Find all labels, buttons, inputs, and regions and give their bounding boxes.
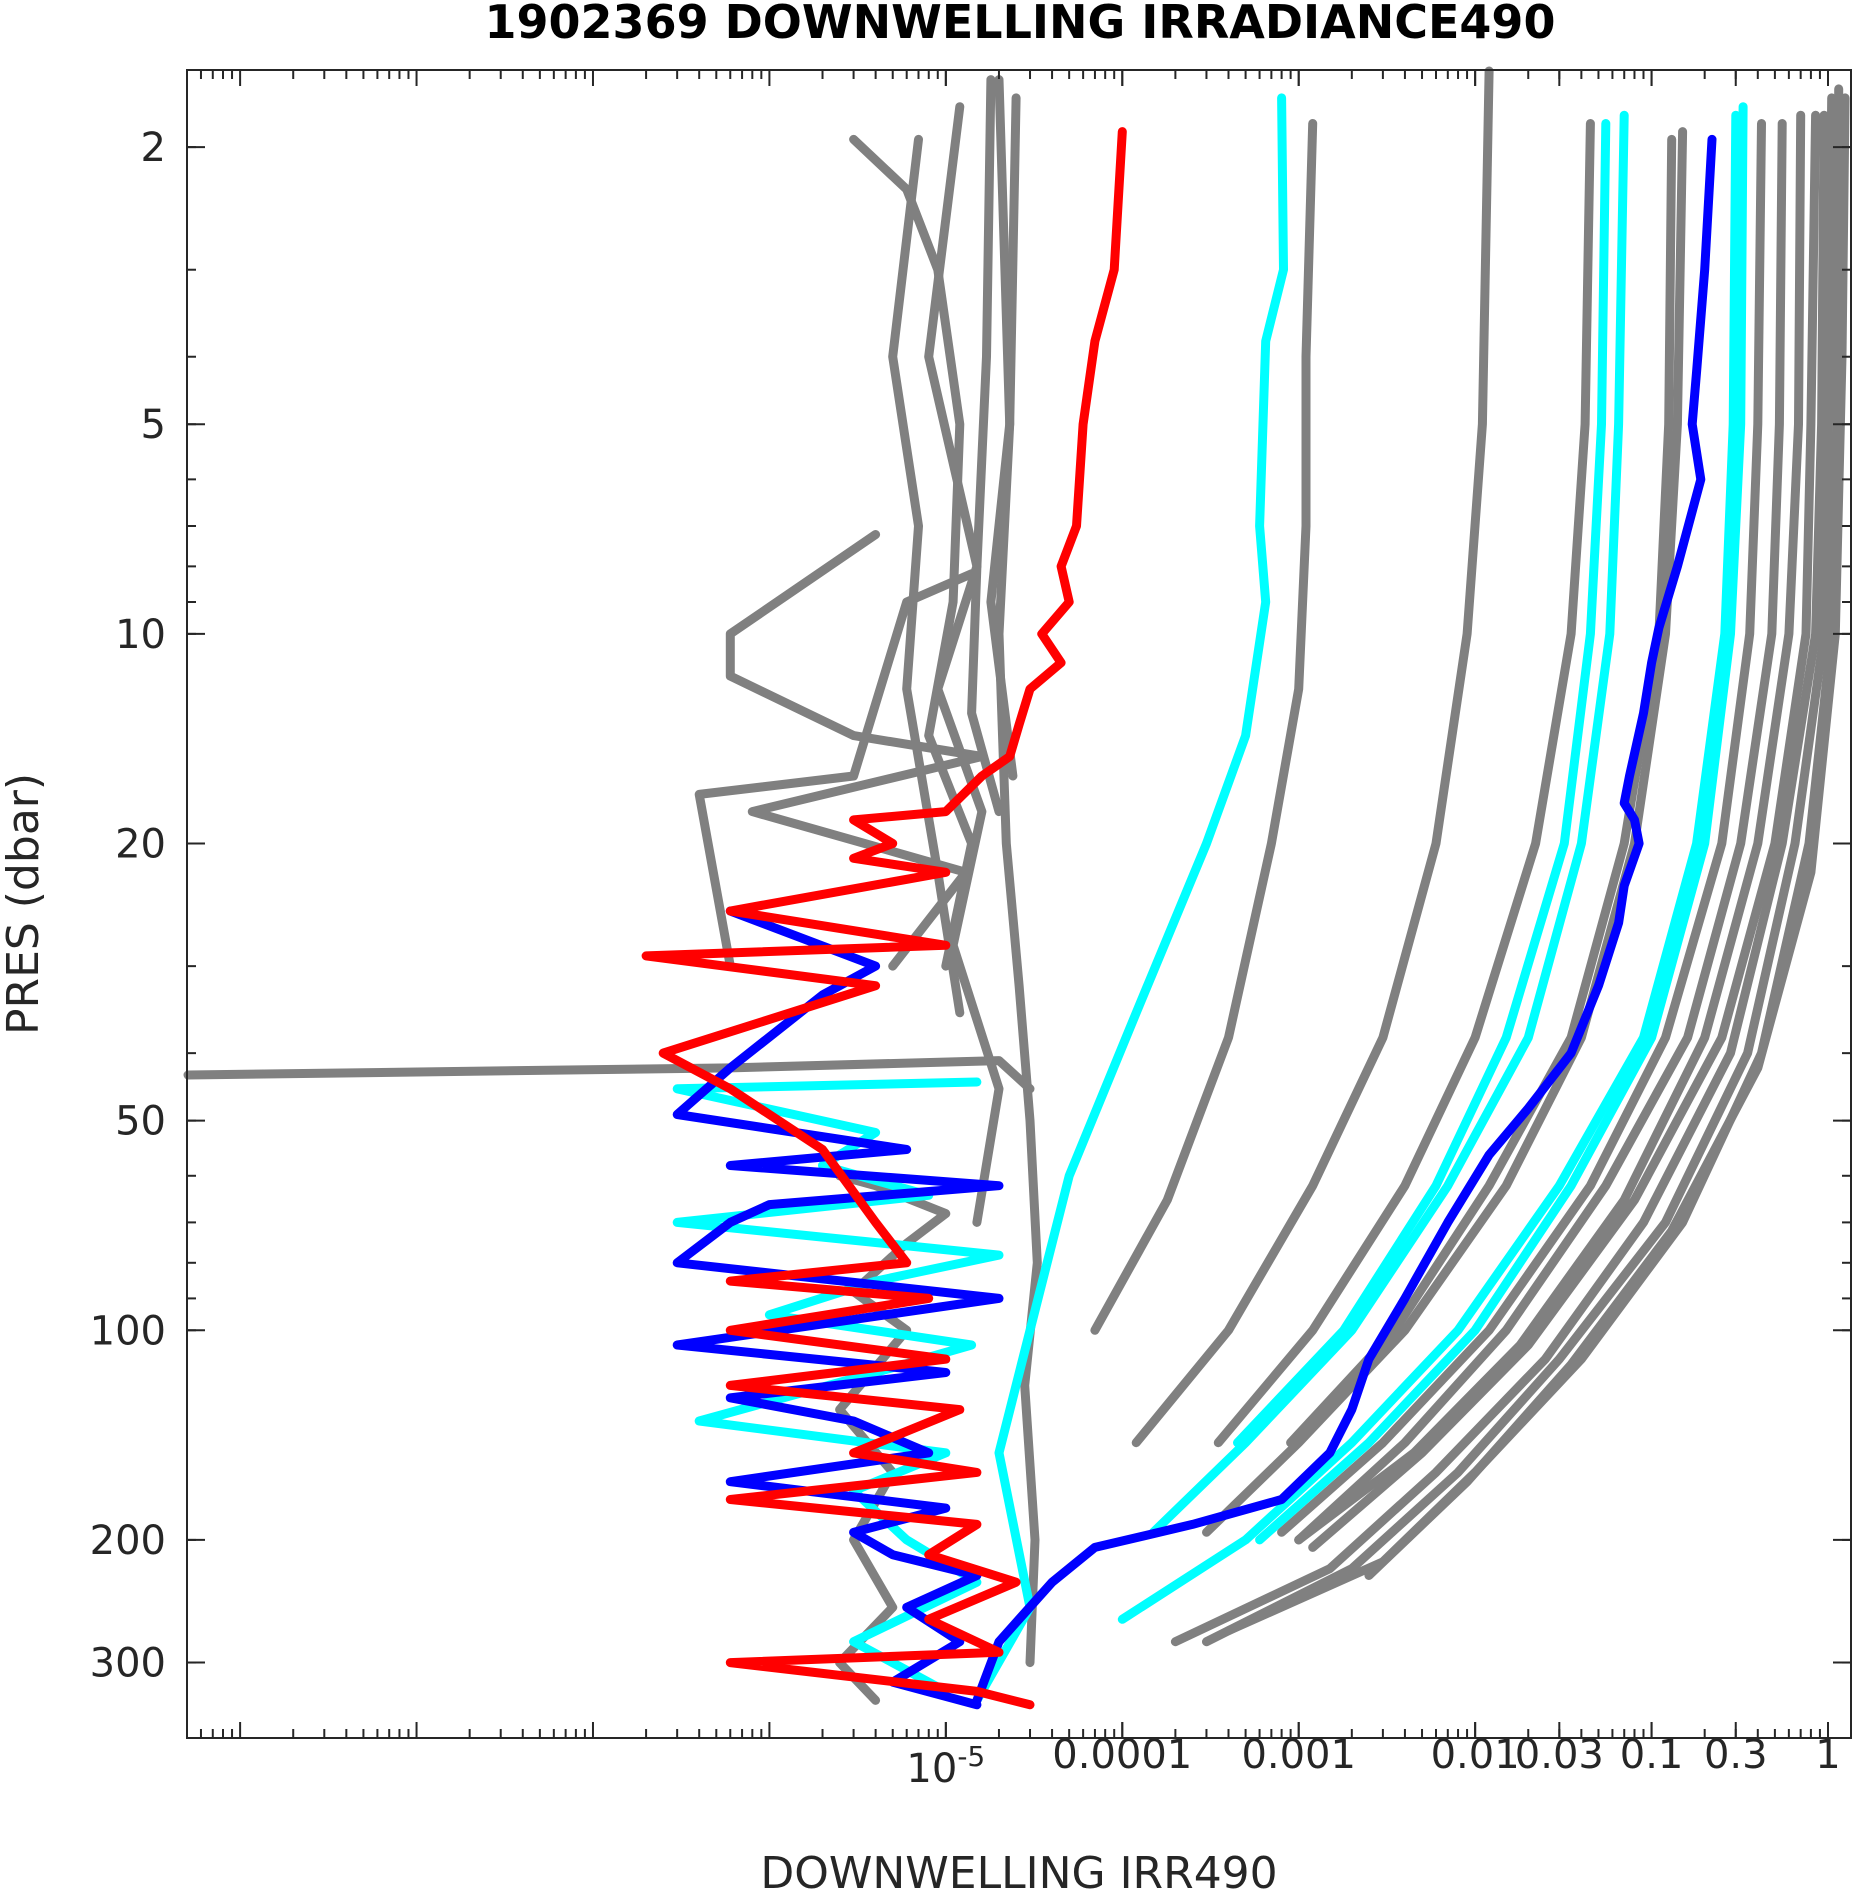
series-line: [1202, 93, 1837, 1647]
series-line: [1308, 110, 1821, 1552]
series-line: [1364, 93, 1850, 1580]
series-line: [994, 93, 1042, 1668]
y-tick-label: 100: [90, 1308, 166, 1354]
series-line: [1233, 119, 1611, 1448]
series-line: [1255, 102, 1748, 1545]
x-tick-label: 0.0001: [1052, 1732, 1192, 1778]
series-line: [1213, 119, 1595, 1448]
y-tick-label: 200: [90, 1518, 166, 1564]
series-line: [972, 134, 1717, 1705]
series-line: [1170, 110, 1829, 1647]
x-axis-label: DOWNWELLING IRR490: [760, 1848, 1277, 1896]
x-tick-label: 0.1: [1620, 1732, 1684, 1778]
x-tick-label: 10-5: [906, 1740, 985, 1792]
series-line: [183, 1056, 1035, 1094]
series-line: [1277, 119, 1766, 1537]
series-line: [1148, 110, 1629, 1537]
x-tick-label: 0.03: [1515, 1732, 1604, 1778]
series-line: [641, 127, 1127, 1710]
series-line: [1294, 119, 1787, 1545]
y-tick-label: 20: [115, 822, 166, 868]
series-line: [972, 93, 1288, 1705]
y-tick-label: 10: [115, 612, 166, 658]
y-axis-label: PRES (dbar): [0, 773, 49, 1035]
series-line: [694, 569, 977, 971]
series-line: [967, 75, 1004, 817]
chart-title: 1902369 DOWNWELLING IRRADIANCE490: [485, 0, 1556, 49]
x-tick-label: 0.001: [1241, 1732, 1356, 1778]
plot-frame: [186, 69, 1852, 1739]
y-tick-label: 300: [90, 1641, 166, 1687]
x-tick-label: 1: [1815, 1732, 1840, 1778]
x-tick-label: 0.01: [1431, 1732, 1520, 1778]
series-line: [672, 906, 1004, 1710]
y-axis: 2 5 10 20 50 100 200 300: [90, 125, 1851, 1687]
series-line: [888, 134, 965, 1018]
y-tick-label: 5: [141, 402, 166, 448]
series-line: [1286, 134, 1677, 1448]
y-tick-label: 50: [115, 1099, 166, 1145]
series-line: [1117, 110, 1741, 1624]
x-tick-label: 0.3: [1704, 1732, 1768, 1778]
plot-area: [183, 66, 1850, 1710]
series-line: [1294, 110, 1806, 1545]
series-line: [1090, 119, 1318, 1335]
y-tick-label: 2: [141, 125, 166, 171]
x-axis: 10-5 0.0001 0.001 0.010.03 0.1 0.3 1: [186, 70, 1841, 1792]
series-line: [1131, 66, 1494, 1448]
series-line: [986, 75, 1018, 781]
series-line: [725, 530, 987, 971]
